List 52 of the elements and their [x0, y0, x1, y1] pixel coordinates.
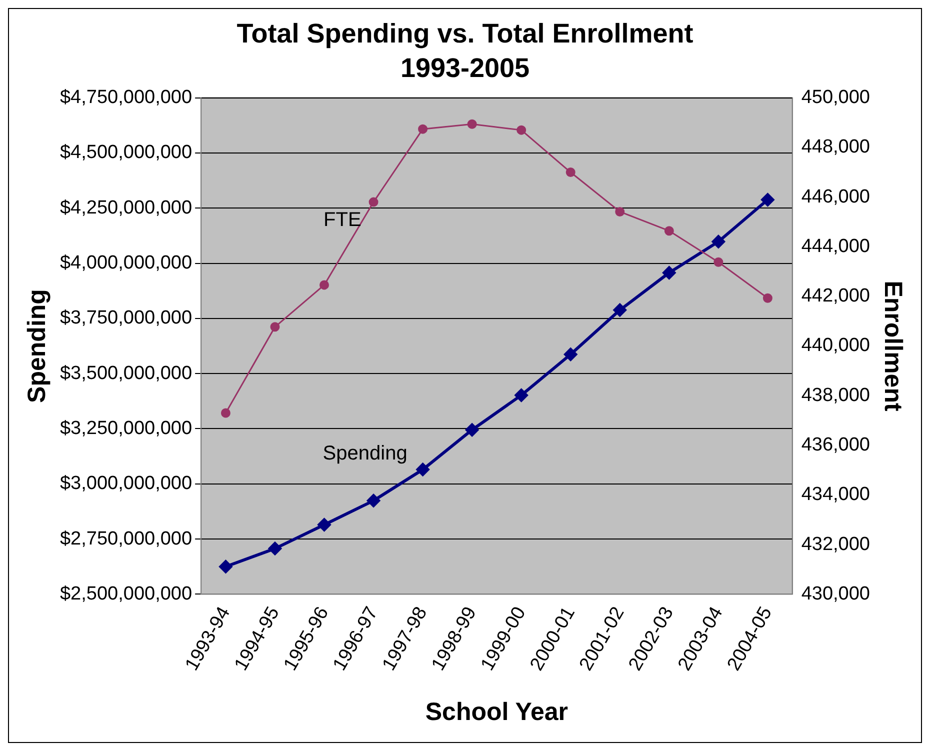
- y-tick-label: $3,250,000,000: [60, 418, 192, 439]
- y2-tick-label: 450,000: [801, 87, 870, 108]
- point: [220, 408, 230, 418]
- y-tick-label: $4,500,000,000: [60, 142, 192, 164]
- point: [662, 266, 676, 280]
- y-tick-label: $3,000,000,000: [60, 473, 192, 494]
- y2-tick-label: 440,000: [801, 335, 870, 356]
- y2-tick-label: 448,000: [801, 136, 870, 158]
- chart-subtitle: 1993-2005: [400, 53, 530, 84]
- point: [270, 322, 280, 332]
- point: [762, 293, 772, 303]
- y2-tick-label: 436,000: [801, 434, 870, 456]
- y-tick-label: $3,500,000,000: [60, 362, 192, 384]
- point: [466, 423, 479, 436]
- point: [664, 226, 674, 236]
- y2-axis-title: Enrollment: [879, 280, 908, 412]
- point: [368, 197, 378, 207]
- chart-title: Total Spending vs. Total Enrollment: [236, 18, 694, 49]
- point: [714, 257, 724, 267]
- point: [516, 125, 526, 135]
- point: [566, 168, 576, 178]
- point: [320, 280, 329, 290]
- y-tick-label: $4,750,000,000: [60, 87, 192, 108]
- point: [761, 193, 774, 206]
- point: [416, 463, 430, 476]
- x-axis-title: School Year: [425, 698, 568, 726]
- point: [613, 304, 626, 317]
- point: [467, 119, 477, 129]
- y-tick-label: $2,500,000,000: [60, 583, 192, 604]
- y2-tick-label: 444,000: [801, 236, 870, 257]
- y-tick-label: $3,750,000,000: [60, 308, 192, 329]
- y-tick-label: $4,250,000,000: [60, 197, 192, 218]
- point: [712, 235, 725, 248]
- point: [615, 206, 625, 216]
- y-tick-label: $2,750,000,000: [60, 528, 192, 550]
- y2-tick-label: 442,000: [801, 286, 870, 307]
- y2-tick-label: 434,000: [801, 484, 870, 506]
- point: [367, 494, 380, 508]
- point: [564, 348, 578, 361]
- y2-tick-label: 432,000: [801, 534, 870, 555]
- point: [318, 518, 331, 532]
- point: [219, 560, 232, 574]
- series-label: FTE: [324, 209, 362, 232]
- point: [418, 124, 428, 134]
- y-axis-title: Spending: [22, 289, 51, 403]
- point: [514, 388, 528, 402]
- series-label: Spending: [322, 442, 408, 465]
- y2-tick-label: 446,000: [801, 186, 870, 208]
- y-tick-label: $4,000,000,000: [60, 252, 192, 274]
- y2-tick-label: 430,000: [801, 583, 870, 604]
- point: [268, 542, 282, 556]
- y2-tick-label: 438,000: [801, 384, 870, 406]
